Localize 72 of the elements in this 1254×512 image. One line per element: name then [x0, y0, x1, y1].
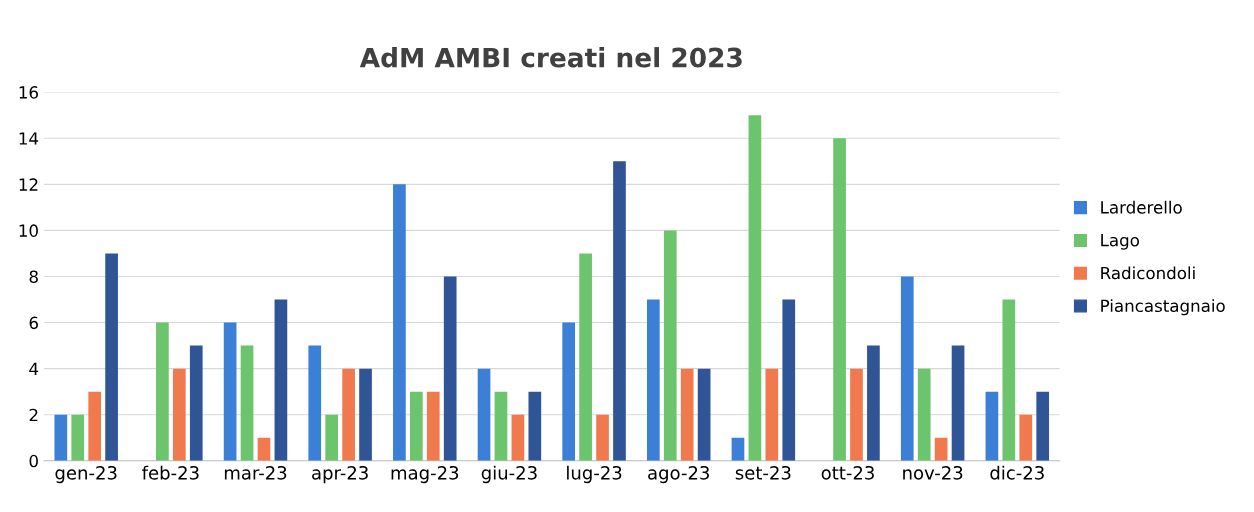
y-tick-label: 0: [29, 454, 38, 468]
bar: [1036, 391, 1050, 461]
y-tick-label: 2: [29, 408, 38, 422]
bar: [680, 368, 694, 461]
legend-label: Piancastagnaio: [1101, 299, 1225, 316]
bar: [850, 368, 863, 461]
bar: [511, 414, 525, 461]
bar: [172, 368, 186, 461]
bar: [867, 345, 880, 461]
bar: [342, 368, 355, 461]
bar: [697, 368, 711, 461]
bar: [596, 414, 609, 461]
bar: [1019, 414, 1033, 461]
bar: [562, 322, 576, 461]
x-tick-label: ott-23: [821, 465, 874, 480]
bar: [985, 391, 999, 461]
bar: [951, 345, 965, 461]
bar: [325, 414, 339, 461]
x-tick-label: apr-23: [312, 465, 368, 484]
x-tick-label: set-23: [735, 465, 791, 480]
bar: [494, 391, 508, 461]
bar: [409, 391, 423, 461]
y-tick-label: 8: [29, 270, 38, 284]
bar: [105, 253, 118, 461]
bar: [393, 184, 406, 461]
bar: [223, 322, 237, 461]
x-tick-label: lug-23: [567, 465, 622, 484]
bar: [71, 414, 85, 461]
x-tick-label: dic-23: [990, 465, 1044, 480]
bar: [579, 253, 592, 461]
bar: [765, 368, 779, 461]
bar: [782, 299, 796, 461]
x-tick-label: mar-23: [224, 465, 287, 480]
bar: [833, 138, 846, 461]
legend-label: Lago: [1101, 234, 1139, 250]
bar: [88, 391, 102, 461]
bar: [528, 391, 542, 461]
legend-label: Radicondoli: [1101, 266, 1195, 280]
bar: [477, 368, 491, 461]
x-tick-label: feb-23: [142, 465, 199, 480]
bar: [613, 161, 626, 461]
bar: [359, 368, 372, 461]
bar: [189, 345, 203, 461]
x-tick-label: gen-23: [55, 465, 117, 484]
bar: [54, 414, 68, 461]
x-tick-label: mag-23: [391, 465, 459, 484]
y-tick-label: 16: [19, 86, 38, 99]
bar: [663, 230, 677, 461]
y-tick-label: 10: [19, 224, 38, 237]
bar: [917, 368, 931, 461]
x-tick-label: nov-23: [903, 465, 963, 480]
x-tick-label: ago-23: [648, 465, 709, 484]
legend-label: Larderello: [1101, 200, 1182, 214]
bar: [426, 391, 440, 461]
y-tick-label: 14: [19, 132, 39, 145]
y-tick-label: 4: [29, 362, 39, 375]
bar: [274, 299, 288, 461]
bar: [257, 437, 271, 461]
bar: [156, 322, 169, 461]
chart-title: AdM AMBI creati nel 2023: [359, 47, 742, 68]
bar: [646, 299, 660, 461]
y-tick-label: 6: [29, 316, 38, 330]
y-tick-label: 12: [19, 178, 38, 191]
bar: [748, 115, 762, 461]
bar: [443, 276, 457, 461]
bar: [240, 345, 254, 461]
x-tick-label: giu-23: [481, 465, 537, 484]
bar: [1002, 299, 1016, 461]
bar: [900, 276, 914, 461]
bar: [731, 437, 745, 461]
bar: [934, 437, 948, 461]
bar: [308, 345, 322, 461]
